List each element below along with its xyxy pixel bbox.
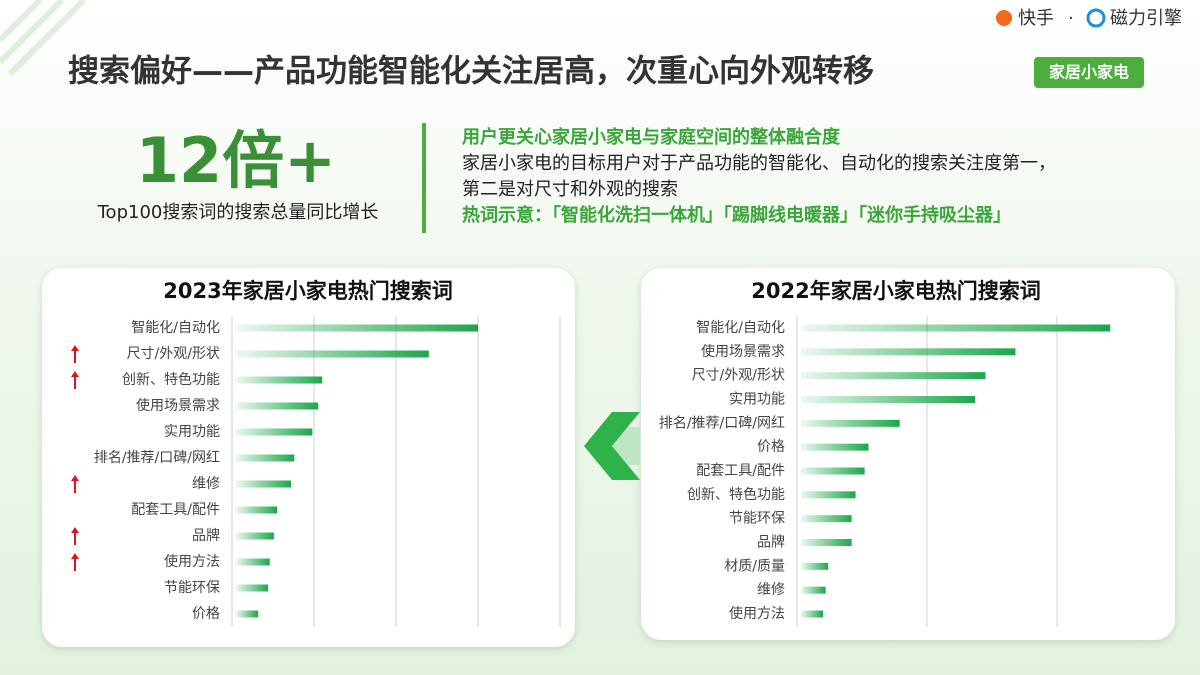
bar bbox=[236, 558, 270, 566]
category-label: 价格 bbox=[757, 439, 785, 455]
bar bbox=[236, 350, 429, 358]
category-label: 价格 bbox=[192, 606, 220, 622]
bar bbox=[801, 491, 856, 499]
bar bbox=[801, 539, 852, 546]
category-label: 尺寸/外观/形状 bbox=[127, 346, 220, 362]
brand-separator: · bbox=[1068, 8, 1074, 29]
rising-arrow bbox=[71, 371, 79, 389]
category-label: 节能环保 bbox=[164, 580, 220, 596]
category-label: 维修 bbox=[192, 476, 220, 492]
rising-arrow bbox=[71, 475, 79, 493]
tag: 家居小家电 bbox=[1049, 63, 1129, 82]
rising-arrow bbox=[71, 553, 79, 571]
category-label: 节能环保 bbox=[729, 511, 785, 527]
bar bbox=[801, 396, 976, 403]
bar bbox=[236, 428, 313, 436]
category-label: 使用方法 bbox=[729, 605, 785, 622]
panel bbox=[42, 268, 575, 647]
category-label: 排名/推荐/口碑/网红 bbox=[94, 450, 220, 466]
bar bbox=[801, 467, 865, 475]
bar bbox=[236, 402, 319, 410]
bar bbox=[236, 376, 323, 384]
highlight-caption: Top100搜索词的搜索总量同比增长 bbox=[97, 202, 379, 223]
brand-icon bbox=[996, 10, 1012, 26]
summary-line: 家居小家电的目标用户对于产品功能的智能化、自动化的搜索关注度第一， bbox=[462, 153, 1056, 174]
panel bbox=[641, 268, 1175, 640]
category-label: 使用方法 bbox=[164, 553, 220, 570]
bar bbox=[236, 584, 269, 592]
bar bbox=[236, 532, 274, 540]
bar bbox=[236, 610, 259, 618]
rising-arrow bbox=[71, 345, 79, 363]
category-label: 实用功能 bbox=[164, 424, 220, 440]
category-label: 配套工具/配件 bbox=[696, 463, 785, 479]
category-label: 配套工具/配件 bbox=[131, 502, 220, 518]
bar bbox=[801, 562, 829, 570]
chevron bbox=[612, 427, 640, 465]
category-label: 尺寸/外观/形状 bbox=[692, 368, 785, 384]
hot-words: 热词示意：「智能化洗扫一体机」「踢脚线电暖器」「迷你手持吸尘器」 bbox=[462, 204, 1011, 226]
highlight-number: 12倍+ bbox=[136, 124, 336, 197]
bar bbox=[801, 324, 1111, 332]
category-label: 创新、特色功能 bbox=[122, 371, 220, 388]
bar bbox=[801, 515, 852, 523]
bar bbox=[236, 324, 478, 332]
category-label: 智能化/自动化 bbox=[131, 320, 220, 336]
brand-left: 快手 bbox=[1018, 8, 1054, 29]
bar bbox=[801, 419, 900, 427]
category-label: 智能化/自动化 bbox=[696, 320, 785, 336]
brand-icon bbox=[1086, 8, 1106, 28]
bar bbox=[236, 506, 278, 514]
category-label: 品牌 bbox=[192, 527, 220, 544]
category-label: 使用场景需求 bbox=[701, 343, 785, 360]
category-label: 使用场景需求 bbox=[136, 397, 220, 414]
brand-right: 磁力引擎 bbox=[1110, 8, 1182, 29]
bar bbox=[236, 454, 295, 462]
category-label: 材质/质量 bbox=[724, 558, 785, 574]
rising-arrow bbox=[71, 527, 79, 545]
bar bbox=[801, 610, 823, 618]
category-label: 品牌 bbox=[757, 534, 785, 551]
bar bbox=[801, 348, 1016, 356]
category-label: 实用功能 bbox=[729, 392, 785, 408]
category-label: 排名/推荐/口碑/网红 bbox=[659, 415, 785, 431]
chart-title: 2022年家居小家电热门搜索词 bbox=[751, 279, 1040, 303]
summary-heading: 用户更关心家居小家电与家庭空间的整体融合度 bbox=[462, 126, 841, 148]
corner-pattern bbox=[0, 0, 87, 77]
chart-title: 2023年家居小家电热门搜索词 bbox=[163, 279, 452, 303]
bar bbox=[801, 372, 986, 380]
tag-box bbox=[1034, 57, 1144, 88]
category-label: 维修 bbox=[757, 582, 785, 598]
divider bbox=[422, 123, 426, 233]
bar bbox=[801, 586, 826, 594]
slide-title: 搜索偏好——产品功能智能化关注居高，次重心向外观转移 bbox=[68, 54, 874, 90]
bar bbox=[236, 480, 292, 488]
summary-line: 第二是对尺寸和外观的搜索 bbox=[462, 179, 678, 200]
category-label: 创新、特色功能 bbox=[687, 486, 785, 503]
bar bbox=[801, 443, 869, 451]
